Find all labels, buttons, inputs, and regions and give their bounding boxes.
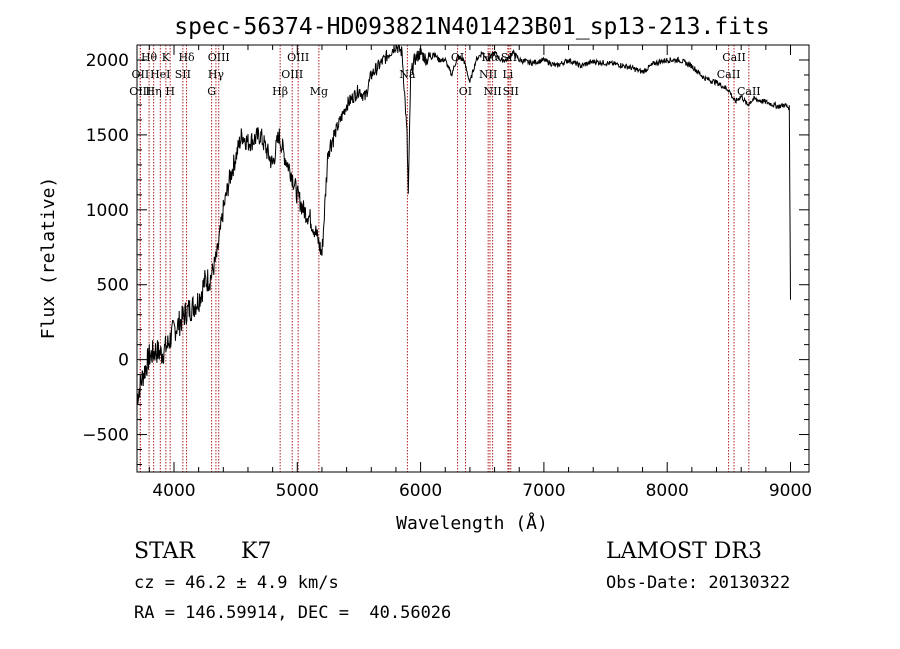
x-tick-label: 9000 (769, 481, 812, 501)
line-marker-label: H (165, 85, 175, 98)
y-tick-label: 2000 (86, 51, 129, 71)
survey-name: LAMOST DR3 (606, 539, 762, 564)
line-marker-label: Hγ (208, 68, 225, 81)
line-marker-label: K (162, 51, 171, 64)
line-marker-label: Mg (310, 85, 328, 98)
line-marker-label: CaII (717, 68, 741, 81)
y-tick-label: 0 (118, 351, 129, 371)
line-marker-label: HeI (150, 68, 170, 81)
line-marker-label: SII (503, 85, 519, 98)
y-axis: −500 0 500 1000 1500 2000 (82, 44, 809, 466)
x-axis-label: Wavelength (Å) (396, 512, 548, 534)
line-marker-label: OI (459, 85, 472, 98)
object-class: STAR (134, 539, 195, 564)
line-marker-label: OI (451, 51, 464, 64)
line-marker-label: NII (483, 85, 501, 98)
line-marker-label: OIII (129, 85, 151, 98)
y-tick-label: −500 (82, 426, 129, 446)
line-marker-label: SII (175, 68, 191, 81)
plot-frame (136, 44, 810, 473)
line-marker-label: Hβ (272, 85, 288, 98)
line-marker-label: OIII (281, 68, 303, 81)
coordinates: RA = 146.59914, DEC = 40.56026 (134, 603, 452, 623)
y-tick-label: 500 (97, 276, 129, 296)
x-tick-label: 6000 (399, 481, 442, 501)
y-axis-label: Flux (relative) (38, 177, 59, 340)
spectral-subclass: K7 (241, 539, 272, 564)
x-tick-label: 4000 (152, 481, 195, 501)
line-markers (139, 45, 750, 472)
line-marker-label: CaII (722, 51, 746, 64)
spectrum-line (136, 44, 791, 405)
line-marker-label: G (207, 85, 216, 98)
obs-date: Obs-Date: 20130322 (606, 573, 791, 593)
x-tick-label: 8000 (646, 481, 689, 501)
line-marker-label: Li (502, 68, 513, 81)
line-marker-label: OIII (287, 51, 309, 64)
line-marker-label: NII (479, 68, 497, 81)
y-tick-label: 1500 (86, 126, 129, 146)
chart-title: spec-56374-HD093821N401423B01_sp13-213.f… (174, 14, 769, 40)
x-tick-label: 7000 (522, 481, 565, 501)
cz-value: cz = 46.2 ± 4.9 km/s (134, 573, 339, 593)
line-marker-label: Hθ (141, 51, 158, 64)
line-marker-label: Hδ (178, 51, 195, 64)
line-marker-label: CaII (737, 85, 761, 98)
y-tick-label: 1000 (86, 201, 129, 221)
line-marker-label: OIII (208, 51, 230, 64)
x-axis: 4000 5000 6000 7000 8000 9000 (148, 45, 812, 501)
line-marker-label: Hη (146, 85, 162, 98)
x-tick-label: 5000 (276, 481, 319, 501)
